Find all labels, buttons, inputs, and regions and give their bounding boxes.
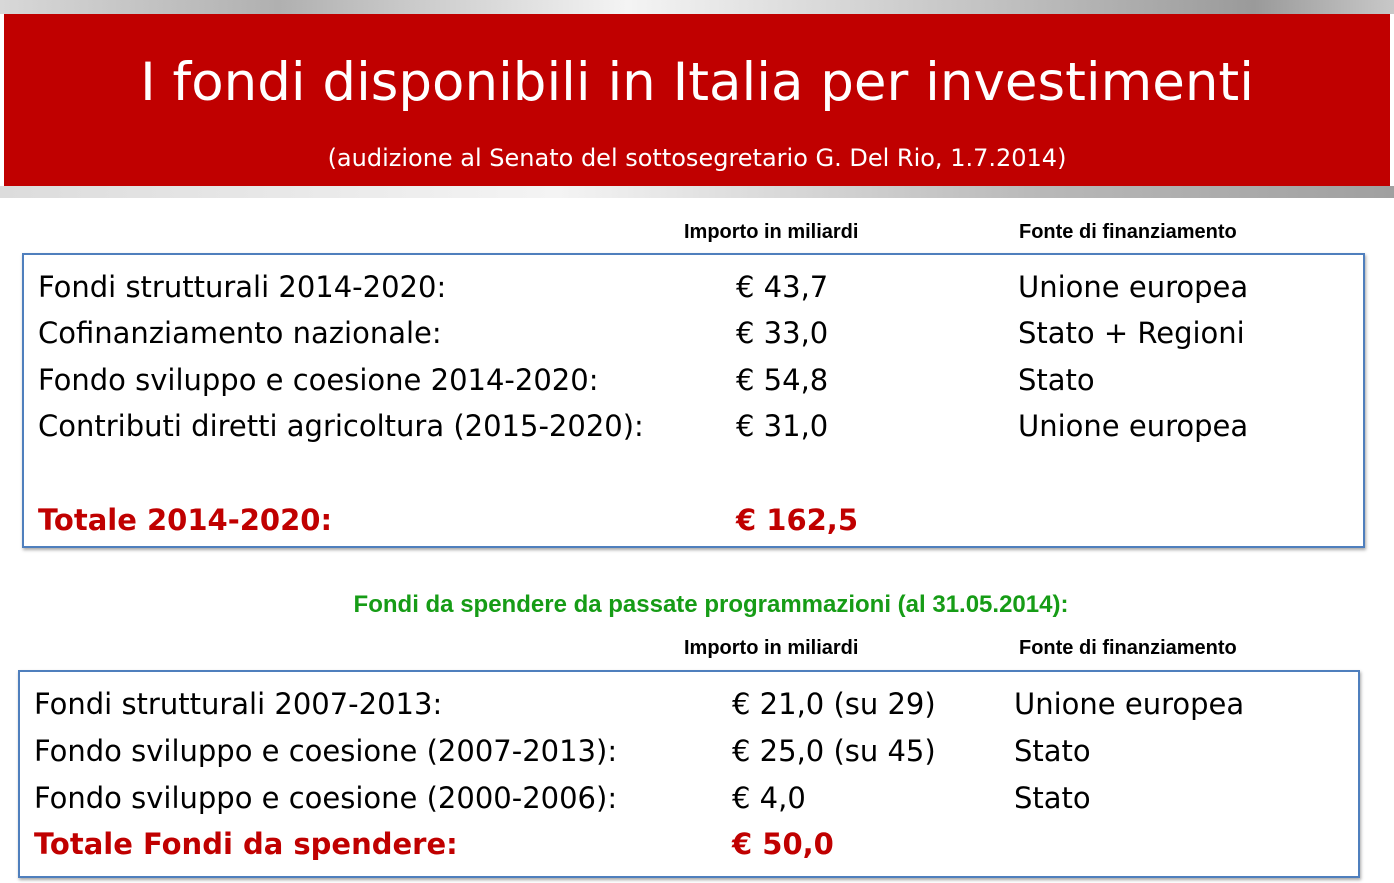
table-row: Fondi strutturali 2014-2020: € 43,7 Unio…	[24, 267, 1363, 307]
row-source: Stato	[1014, 781, 1091, 815]
page-title: I fondi disponibili in Italia per invest…	[140, 52, 1254, 113]
table2-header-source: Fonte di finanziamento	[1019, 637, 1237, 659]
row-source: Unione europea	[1014, 687, 1245, 721]
row-source: Unione europea	[1018, 270, 1249, 304]
total-amount: € 162,5	[736, 503, 859, 537]
row-amount: € 25,0 (su 45)	[732, 734, 936, 768]
page-subtitle: (audizione al Senato del sottosegretario…	[327, 144, 1067, 172]
row-amount: € 33,0	[736, 316, 829, 350]
table2-header-amount: Importo in miliardi	[684, 637, 859, 659]
funds-past-programmes-table: Fondi strutturali 2007-2013: € 21,0 (su …	[18, 670, 1360, 878]
row-source: Stato	[1018, 363, 1095, 397]
total-label: Totale 2014-2020:	[38, 503, 333, 537]
row-label: Fondi strutturali 2007-2013:	[34, 687, 443, 721]
title-banner: I fondi disponibili in Italia per invest…	[4, 14, 1390, 186]
row-label: Contributi diretti agricoltura (2015-202…	[38, 409, 644, 443]
table-row: Fondo sviluppo e coesione 2014-2020: € 5…	[24, 360, 1363, 400]
total-label: Totale Fondi da spendere:	[34, 827, 458, 861]
row-label: Fondi strutturali 2014-2020:	[38, 270, 447, 304]
section-title: Fondi da spendere da passate programmazi…	[353, 591, 1069, 618]
total-amount: € 50,0	[732, 827, 834, 861]
top-gradient-bar	[0, 0, 1394, 14]
table1-header-source: Fonte di finanziamento	[1019, 221, 1237, 243]
row-amount: € 4,0	[732, 781, 806, 815]
row-amount: € 54,8	[736, 363, 829, 397]
table-row: Fondo sviluppo e coesione (2007-2013): €…	[20, 731, 1358, 771]
total-row: Totale 2014-2020: € 162,5	[24, 500, 1363, 540]
row-amount: € 31,0	[736, 409, 829, 443]
row-source: Unione europea	[1018, 409, 1249, 443]
row-source: Stato	[1014, 734, 1091, 768]
row-amount: € 43,7	[736, 270, 829, 304]
row-amount: € 21,0 (su 29)	[732, 687, 936, 721]
bottom-gradient-bar	[0, 186, 1394, 198]
funds-2014-2020-table: Fondi strutturali 2014-2020: € 43,7 Unio…	[22, 253, 1365, 548]
row-source: Stato + Regioni	[1018, 316, 1245, 350]
table1-header-amount: Importo in miliardi	[684, 221, 859, 243]
table-row: Fondo sviluppo e coesione (2000-2006): €…	[20, 778, 1358, 818]
row-label: Cofinanziamento nazionale:	[38, 316, 442, 350]
table-row: Contributi diretti agricoltura (2015-202…	[24, 406, 1363, 446]
row-label: Fondo sviluppo e coesione 2014-2020:	[38, 363, 599, 397]
total-row: Totale Fondi da spendere: € 50,0	[20, 824, 1358, 864]
row-label: Fondo sviluppo e coesione (2007-2013):	[34, 734, 618, 768]
table-row: Fondi strutturali 2007-2013: € 21,0 (su …	[20, 684, 1358, 724]
table-row: Cofinanziamento nazionale: € 33,0 Stato …	[24, 313, 1363, 353]
row-label: Fondo sviluppo e coesione (2000-2006):	[34, 781, 618, 815]
